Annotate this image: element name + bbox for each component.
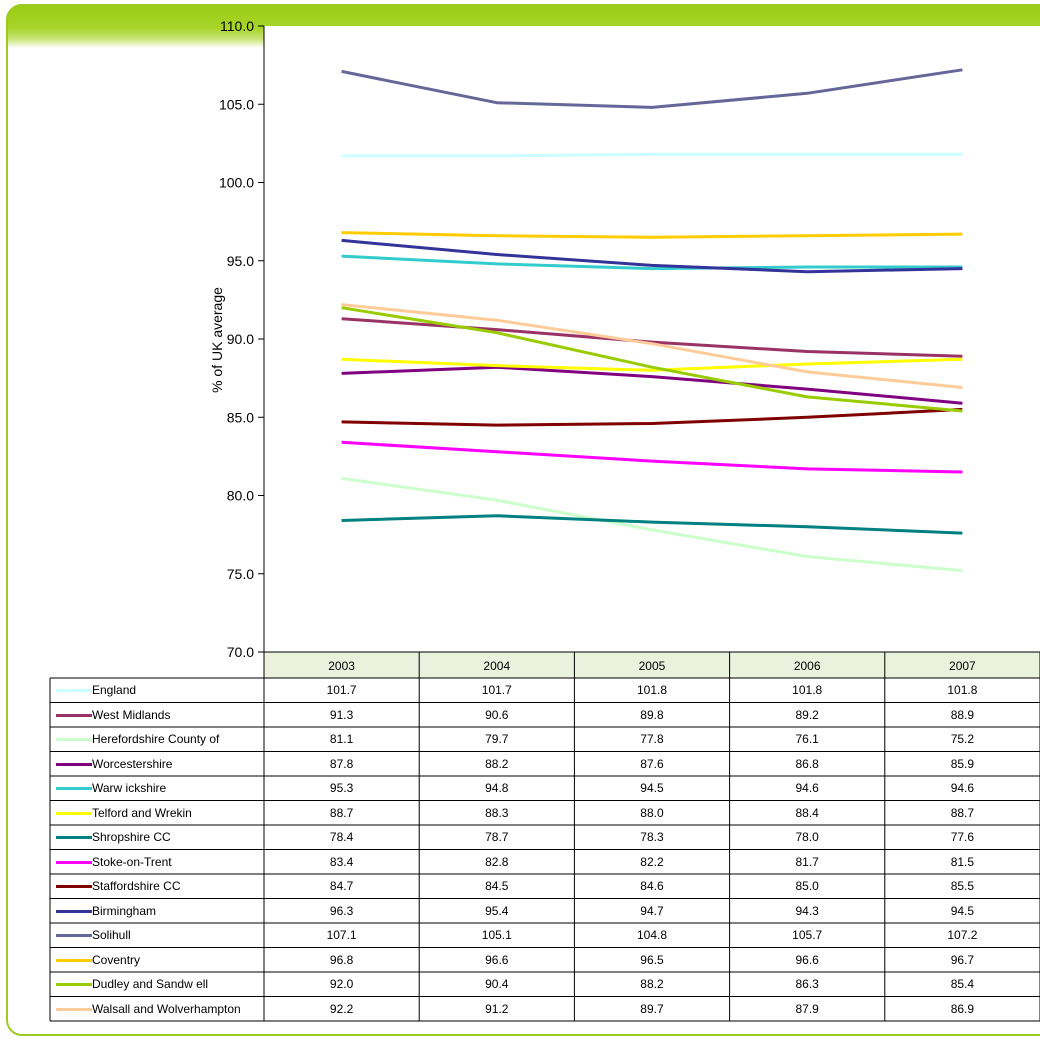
year-header-row	[264, 652, 1040, 678]
y-tick-label: 100.0	[219, 175, 254, 191]
series-line-0	[341, 152, 963, 158]
y-tick-label: 85.0	[227, 409, 254, 425]
series-line-9	[341, 238, 963, 274]
table-grid	[49, 651, 1040, 1022]
plot-area	[264, 26, 1040, 652]
y-axis-label: % of UK average	[209, 287, 225, 393]
series-line-8	[341, 407, 963, 427]
series-line-6	[341, 514, 963, 535]
series-line-5	[341, 357, 963, 372]
y-tick-label: 95.0	[227, 253, 254, 269]
y-tick-label: 105.0	[219, 96, 254, 112]
year-header-background	[264, 652, 1040, 678]
series-line-3	[341, 365, 963, 405]
series-line-1	[341, 317, 963, 358]
series-line-10	[341, 68, 963, 109]
series-line-12	[341, 306, 963, 413]
series-line-7	[341, 440, 963, 474]
series-line-13	[341, 303, 963, 389]
series-line-11	[341, 231, 963, 239]
panel-frame	[6, 4, 1040, 1036]
y-tick-label: 110.0	[220, 18, 254, 34]
y-tick-label: 75.0	[227, 566, 254, 582]
series-line-2	[341, 476, 963, 573]
y-axis: 70.0 75.0 80.0 85.0 90.0 95.0 100.0 105.0 110.0	[219, 18, 265, 660]
series-line-4	[341, 254, 963, 271]
series-lines	[341, 68, 963, 573]
y-tick-label: 70.0	[227, 644, 254, 660]
y-tick-label: 80.0	[227, 488, 254, 504]
y-tick-label: 90.0	[227, 331, 254, 347]
